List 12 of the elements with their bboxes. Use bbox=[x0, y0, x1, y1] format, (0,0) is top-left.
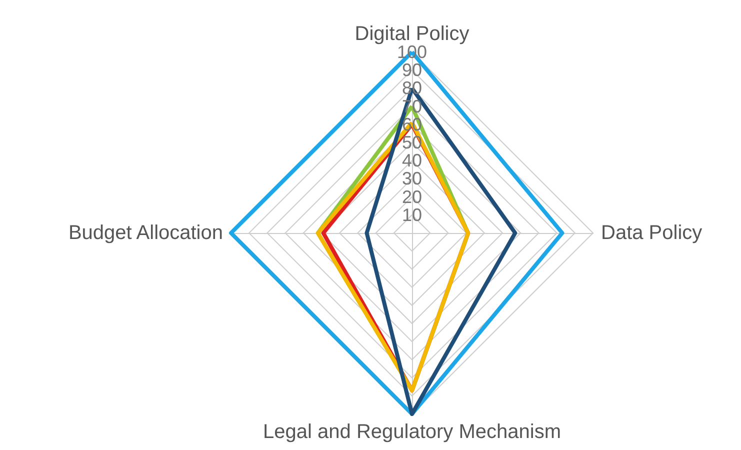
y-tick-label: 90 bbox=[402, 60, 422, 80]
y-tick-label: 10 bbox=[402, 204, 422, 225]
y-tick-label: 100 bbox=[396, 42, 428, 62]
y-tick-label: 40 bbox=[402, 150, 422, 171]
y-tick-label: 30 bbox=[402, 168, 422, 189]
y-tick-label: 80 bbox=[402, 78, 422, 98]
y-tick-label: 60 bbox=[402, 114, 422, 134]
y-tick-label: 20 bbox=[402, 186, 422, 207]
spoke-label: Budget Allocation bbox=[68, 222, 223, 244]
spoke-label: Legal and Regulatory Mechanism bbox=[263, 421, 561, 443]
spoke-label: Data Policy bbox=[601, 222, 702, 244]
spoke-label: Digital Policy bbox=[354, 23, 470, 45]
